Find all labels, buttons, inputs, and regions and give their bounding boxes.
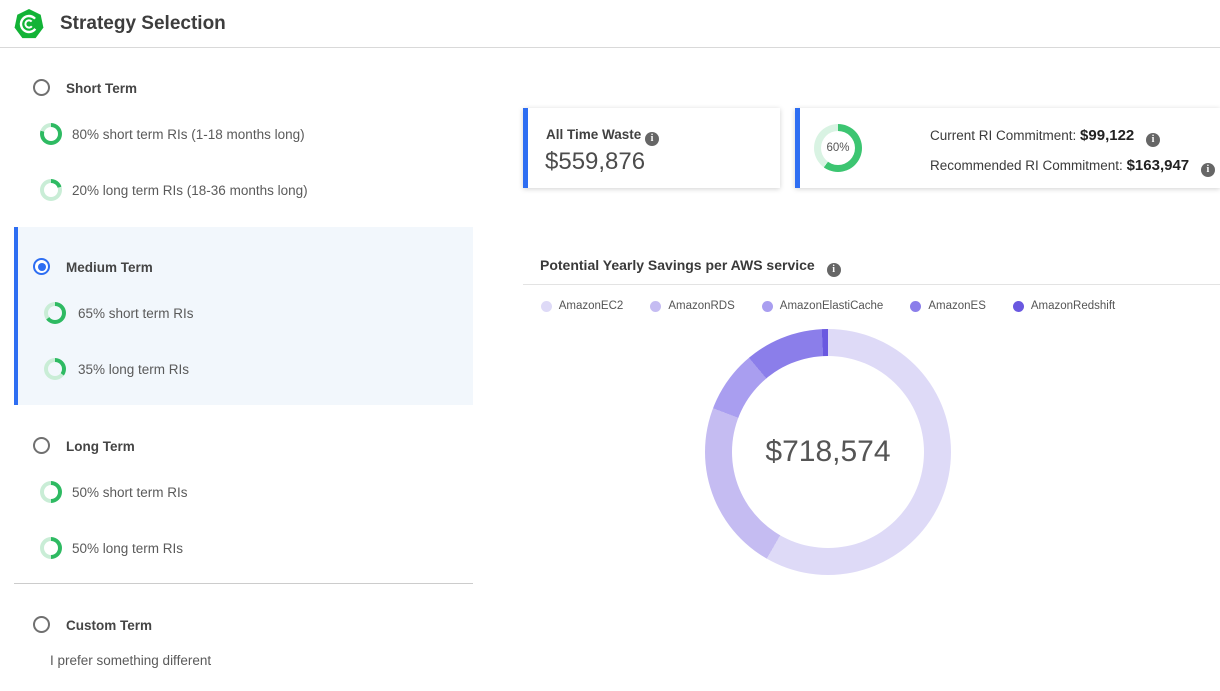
- chart-legend: AmazonEC2 AmazonRDS AmazonElastiCache Amazo…: [523, 300, 1133, 312]
- custom-term-description: I prefer something different: [50, 653, 211, 668]
- radio-short-term[interactable]: [33, 79, 50, 96]
- legend-dot-icon: [910, 301, 921, 312]
- legend-label: AmazonRDS: [668, 300, 734, 312]
- legend-item[interactable]: AmazonRedshift: [1013, 300, 1115, 312]
- allocation-ring-20: [40, 179, 62, 201]
- chart-title-text: Potential Yearly Savings per AWS service: [540, 257, 815, 273]
- commitment-ring-60: 60%: [814, 124, 862, 172]
- chart-title: Potential Yearly Savings per AWS service…: [540, 257, 841, 277]
- recommended-commitment-value: $163,947: [1127, 157, 1190, 174]
- legend-dot-icon: [650, 301, 661, 312]
- strategy-label-custom-term[interactable]: Custom Term: [66, 618, 152, 633]
- info-icon[interactable]: i: [645, 132, 659, 146]
- allocation-ring-50-short: [40, 481, 62, 503]
- donut-center-total: $718,574: [705, 329, 951, 575]
- ri-commitment-card: 60% Current RI Commitment: $99,122 i Rec…: [795, 108, 1220, 188]
- all-time-waste-card: All Time Waste i $559,876: [523, 108, 780, 188]
- legend-label: AmazonElastiCache: [780, 300, 884, 312]
- waste-card-title: All Time Waste i: [546, 127, 659, 146]
- strategy-label-short-term[interactable]: Short Term: [66, 81, 137, 96]
- current-commitment-row: Current RI Commitment: $99,122 i: [930, 127, 1160, 147]
- strategy-label-long-term[interactable]: Long Term: [66, 439, 135, 454]
- strategy-selection-page: { "header": { "title": "Strategy Selecti…: [0, 0, 1220, 691]
- allocation-label: 50% short term RIs: [72, 485, 188, 500]
- legend-item[interactable]: AmazonEC2: [541, 300, 624, 312]
- allocation-ring-50-long: [40, 537, 62, 559]
- savings-donut-chart[interactable]: $718,574: [705, 329, 951, 575]
- info-icon[interactable]: i: [827, 263, 841, 277]
- allocation-label: 35% long term RIs: [78, 362, 189, 377]
- info-icon[interactable]: i: [1201, 163, 1215, 177]
- radio-medium-term[interactable]: [33, 258, 50, 275]
- legend-dot-icon: [541, 301, 552, 312]
- allocation-ring-65: [44, 302, 66, 324]
- header: Strategy Selection: [0, 0, 1220, 48]
- commitment-ring-label: 60%: [821, 131, 855, 165]
- allocation-label: 65% short term RIs: [78, 306, 194, 321]
- current-commitment-label: Current RI Commitment:: [930, 128, 1076, 143]
- allocation-ring-80: [40, 123, 62, 145]
- divider: [523, 284, 1220, 285]
- waste-card-value: $559,876: [545, 148, 645, 176]
- legend-item[interactable]: AmazonRDS: [650, 300, 734, 312]
- waste-card-title-text: All Time Waste: [546, 127, 641, 142]
- page-title: Strategy Selection: [60, 13, 226, 35]
- info-icon[interactable]: i: [1146, 133, 1160, 147]
- current-commitment-value: $99,122: [1080, 127, 1134, 144]
- cloudcheckr-logo-icon: [14, 9, 44, 39]
- recommended-commitment-label: Recommended RI Commitment:: [930, 158, 1123, 173]
- allocation-label: 50% long term RIs: [72, 541, 183, 556]
- legend-item[interactable]: AmazonES: [910, 300, 986, 312]
- legend-label: AmazonRedshift: [1031, 300, 1115, 312]
- radio-long-term[interactable]: [33, 437, 50, 454]
- legend-dot-icon: [762, 301, 773, 312]
- allocation-label: 20% long term RIs (18-36 months long): [72, 183, 308, 198]
- radio-custom-term[interactable]: [33, 616, 50, 633]
- divider: [14, 583, 473, 584]
- strategy-label-medium-term[interactable]: Medium Term: [66, 260, 153, 275]
- legend-label: AmazonES: [928, 300, 986, 312]
- legend-label: AmazonEC2: [559, 300, 624, 312]
- legend-dot-icon: [1013, 301, 1024, 312]
- recommended-commitment-row: Recommended RI Commitment: $163,947 i: [930, 157, 1215, 177]
- legend-item[interactable]: AmazonElastiCache: [762, 300, 884, 312]
- allocation-label: 80% short term RIs (1-18 months long): [72, 127, 305, 142]
- allocation-ring-35: [44, 358, 66, 380]
